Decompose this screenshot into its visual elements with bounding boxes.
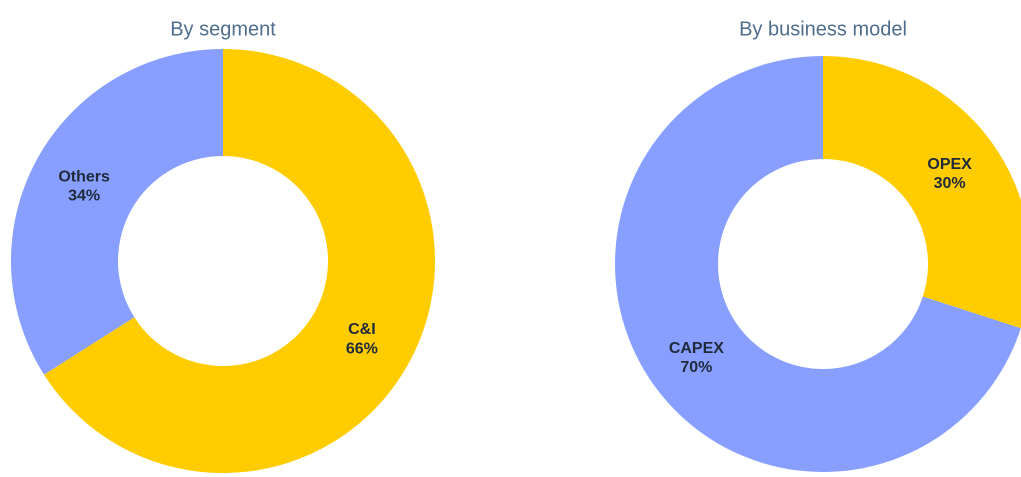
value-label: 34%: [68, 188, 100, 205]
slice: [823, 56, 1021, 329]
value-label: 66%: [346, 340, 378, 357]
slice-label: Others 34%: [58, 168, 110, 204]
category-label: OPEX: [927, 156, 972, 173]
category-label: Others: [58, 168, 110, 185]
slice-label: C&I 66%: [346, 321, 378, 357]
value-label: 70%: [680, 359, 712, 376]
chart-title: By segment: [170, 18, 276, 40]
slice: [44, 49, 436, 473]
slice-label: OPEX 30%: [927, 156, 972, 192]
slice-label: CAPEX 70%: [669, 340, 724, 376]
category-label: C&I: [348, 321, 376, 338]
chart-title: By business model: [739, 18, 907, 40]
slice: [11, 49, 224, 375]
slice: [615, 56, 1021, 472]
value-label: 30%: [934, 175, 966, 192]
category-label: CAPEX: [669, 340, 724, 357]
